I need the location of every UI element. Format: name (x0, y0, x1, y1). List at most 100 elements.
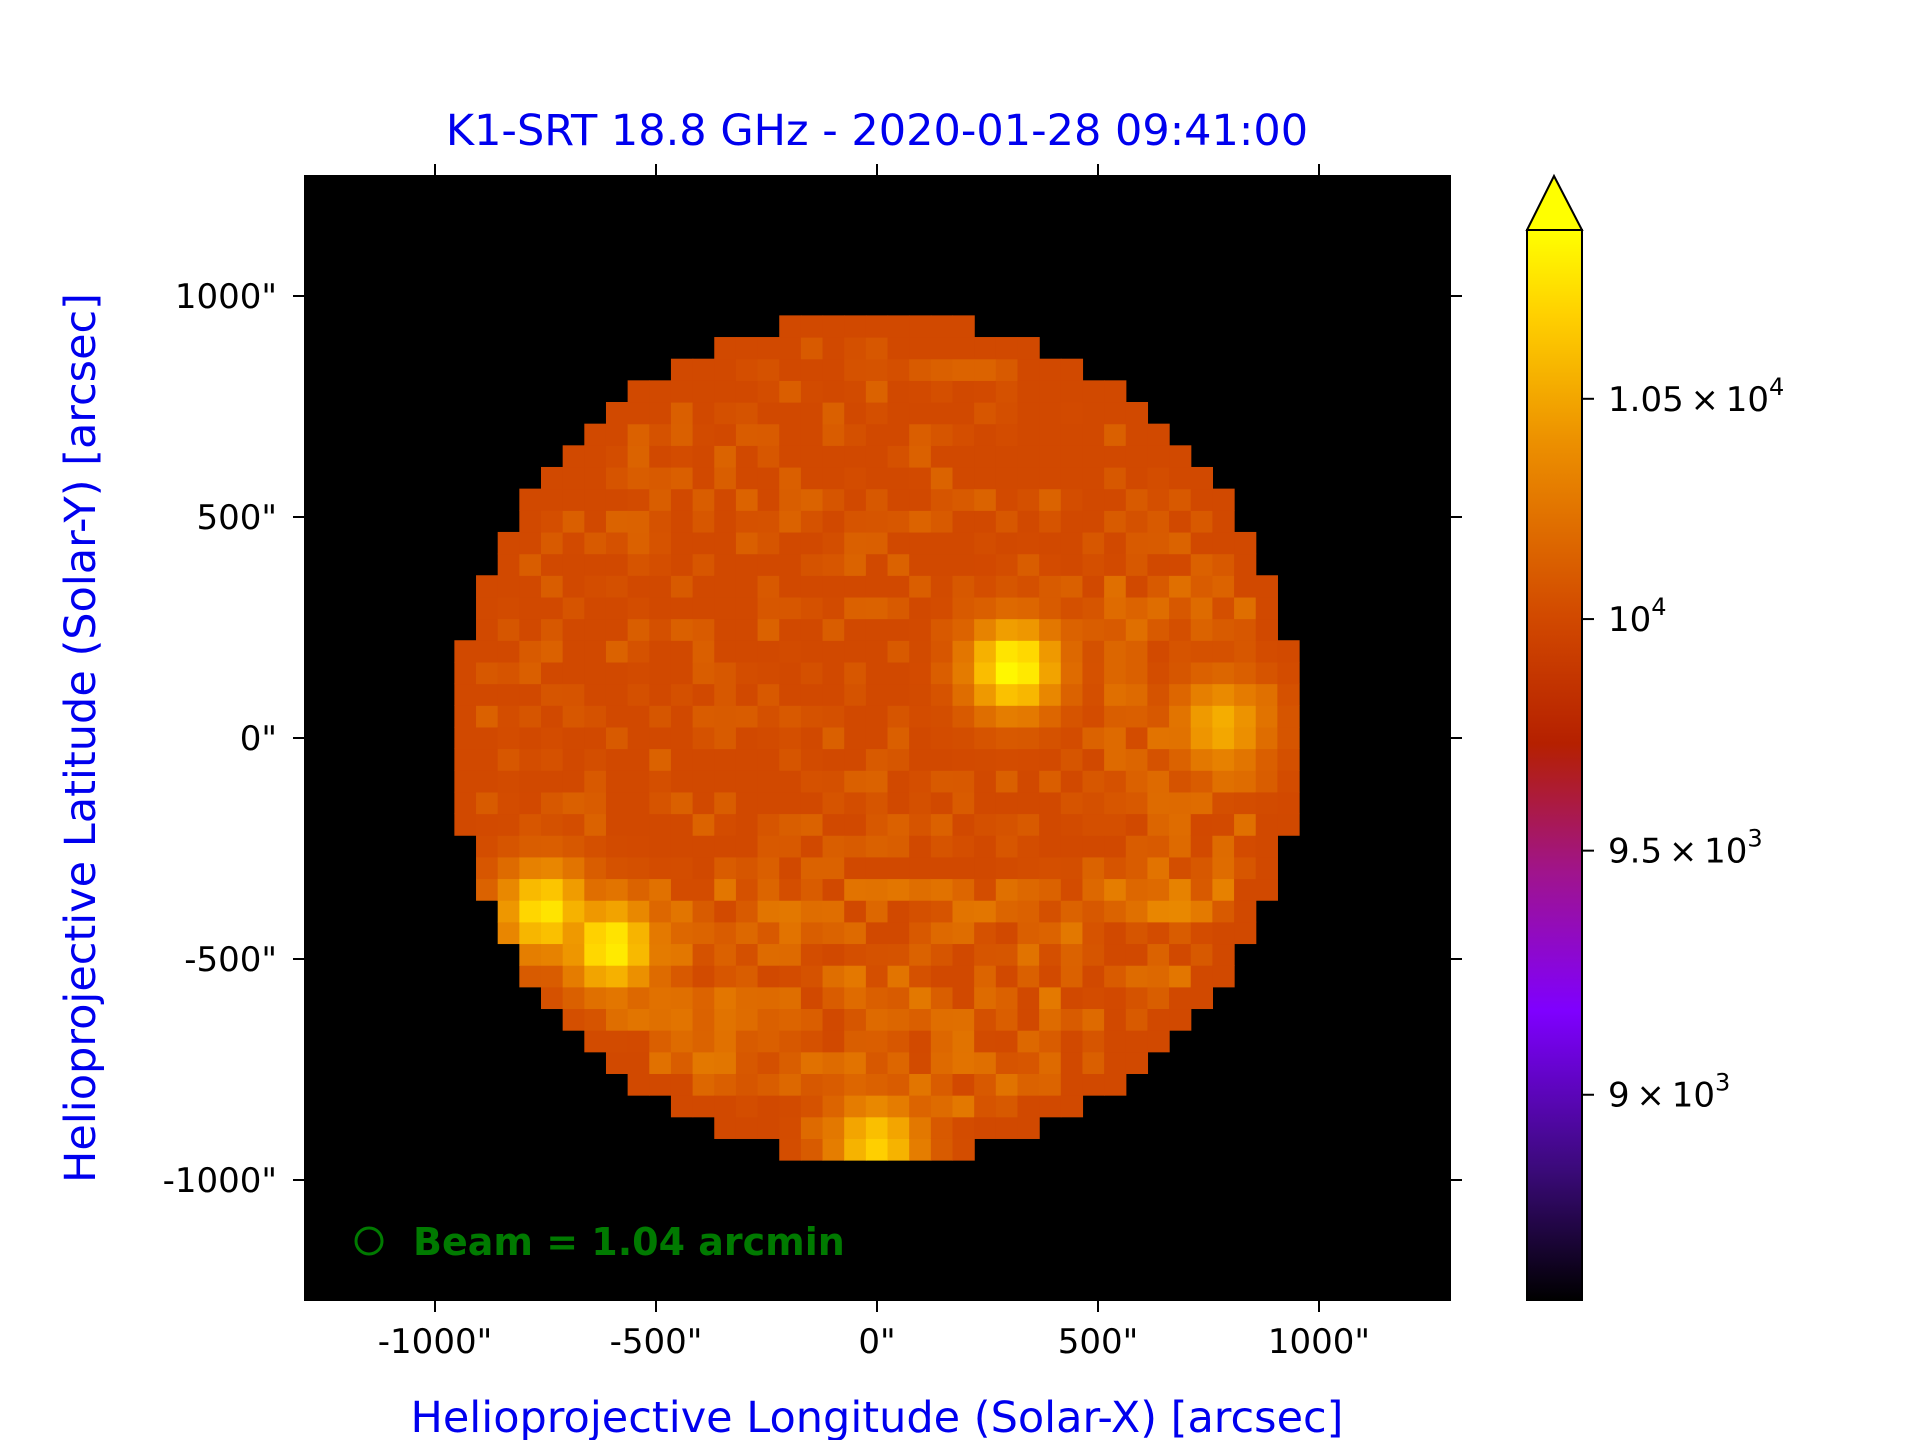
heatmap-pixel (865, 358, 889, 381)
colorbar-tick-label: 1.05 × 104 (1608, 373, 1784, 420)
heatmap-pixel (735, 921, 759, 945)
heatmap-pixel (822, 965, 845, 988)
heatmap-pixel (1060, 683, 1084, 706)
heatmap-pixel (800, 1030, 824, 1053)
heatmap-pixel (1125, 943, 1149, 966)
heatmap-pixel (865, 1116, 889, 1139)
heatmap-pixel (930, 337, 954, 360)
heatmap-pixel (800, 965, 824, 988)
heatmap-pixel (844, 900, 867, 923)
heatmap-pixel (865, 1073, 889, 1096)
heatmap-pixel (627, 921, 650, 945)
heatmap-pixel (454, 705, 477, 728)
heatmap-pixel (1169, 510, 1192, 533)
heatmap-pixel (476, 770, 499, 793)
heatmap-pixel (844, 423, 867, 446)
heatmap-pixel (714, 1051, 737, 1074)
colorbar: 9 × 103 9.5 × 103 104 1.05 × 104 (1525, 173, 1784, 1301)
heatmap-pixel (605, 618, 629, 641)
heatmap-pixel (649, 618, 672, 641)
heatmap-pixel (584, 466, 607, 490)
heatmap-pixel (1147, 488, 1170, 511)
heatmap-pixel (887, 726, 910, 750)
heatmap-pixel (584, 1008, 607, 1031)
heatmap-pixel (779, 878, 802, 901)
heatmap-pixel (1082, 488, 1105, 511)
heatmap-pixel (1104, 596, 1127, 620)
heatmap-pixel (1255, 575, 1278, 598)
heatmap-pixel (1060, 835, 1084, 858)
heatmap-pixel (757, 640, 780, 663)
heatmap-pixel (952, 900, 975, 923)
heatmap-pixel (887, 1116, 910, 1139)
heatmap-pixel (692, 445, 715, 468)
heatmap-pixel (909, 835, 932, 858)
heatmap-pixel (974, 510, 997, 533)
heatmap-pixel (995, 1008, 1019, 1031)
heatmap-pixel (1017, 878, 1040, 901)
heatmap-pixel (1060, 380, 1084, 403)
heatmap-pixel (519, 618, 542, 641)
heatmap-pixel (952, 661, 975, 685)
heatmap-pixel (887, 423, 910, 446)
heatmap-pixel (735, 337, 759, 360)
heatmap-pixel (844, 726, 867, 750)
heatmap-pixel (649, 1051, 672, 1074)
heatmap-pixel (1147, 575, 1170, 598)
heatmap-pixel (692, 965, 715, 988)
heatmap-pixel (865, 488, 889, 511)
heatmap-pixel (844, 986, 867, 1010)
heatmap-pixel (735, 856, 759, 880)
heatmap-pixel (714, 618, 737, 641)
heatmap-pixel (887, 683, 910, 706)
heatmap-pixel (627, 510, 650, 533)
heatmap-pixel (887, 661, 910, 685)
heatmap-pixel (692, 661, 715, 685)
heatmap-pixel (844, 661, 867, 685)
colorbar-ticks: 9 × 103 9.5 × 103 104 1.05 × 104 (1582, 373, 1784, 1116)
heatmap-pixel (887, 1030, 910, 1053)
heatmap-pixel (779, 683, 802, 706)
heatmap-pixel (519, 640, 542, 663)
heatmap-pixel (1060, 358, 1084, 381)
heatmap-pixel (1169, 770, 1192, 793)
heatmap-pixel (692, 1073, 715, 1096)
heatmap-pixel (887, 337, 910, 360)
heatmap-pixel (649, 770, 672, 793)
heatmap-pixel (1255, 835, 1278, 858)
heatmap-pixel (1039, 921, 1062, 945)
heatmap-pixel (974, 1116, 997, 1139)
heatmap-pixel (714, 1073, 737, 1096)
heatmap-pixel (1039, 943, 1062, 966)
heatmap-pixel (497, 640, 520, 663)
heatmap-pixel (909, 1073, 932, 1096)
heatmap-pixel (952, 337, 975, 360)
heatmap-pixel (995, 1073, 1019, 1096)
heatmap-pixel (649, 380, 672, 403)
heatmap-pixel (930, 1030, 954, 1053)
heatmap-pixel (779, 943, 802, 966)
heatmap-pixel (1169, 748, 1192, 771)
heatmap-pixel (1060, 943, 1084, 966)
heatmap-pixel (584, 445, 607, 468)
heatmap-pixel (887, 531, 910, 555)
heatmap-pixel (865, 921, 889, 945)
heatmap-pixel (735, 1008, 759, 1031)
heatmap-pixel (692, 488, 715, 511)
heatmap-pixel (1147, 770, 1170, 793)
heatmap-pixel (952, 531, 975, 555)
x-tick-label: -500" (610, 1322, 703, 1362)
heatmap-pixel (627, 402, 650, 425)
heatmap-pixel (800, 705, 824, 728)
heatmap-pixel (692, 1030, 715, 1053)
heatmap-pixel (887, 553, 910, 576)
heatmap-pixel (1017, 402, 1040, 425)
heatmap-pixel (735, 813, 759, 836)
heatmap-pixel (865, 510, 889, 533)
heatmap-pixel (757, 1073, 780, 1096)
heatmap-pixel (1039, 748, 1062, 771)
heatmap-pixel (974, 445, 997, 468)
heatmap-pixel (887, 813, 910, 836)
heatmap-pixel (822, 705, 845, 728)
heatmap-pixel (1125, 683, 1149, 706)
